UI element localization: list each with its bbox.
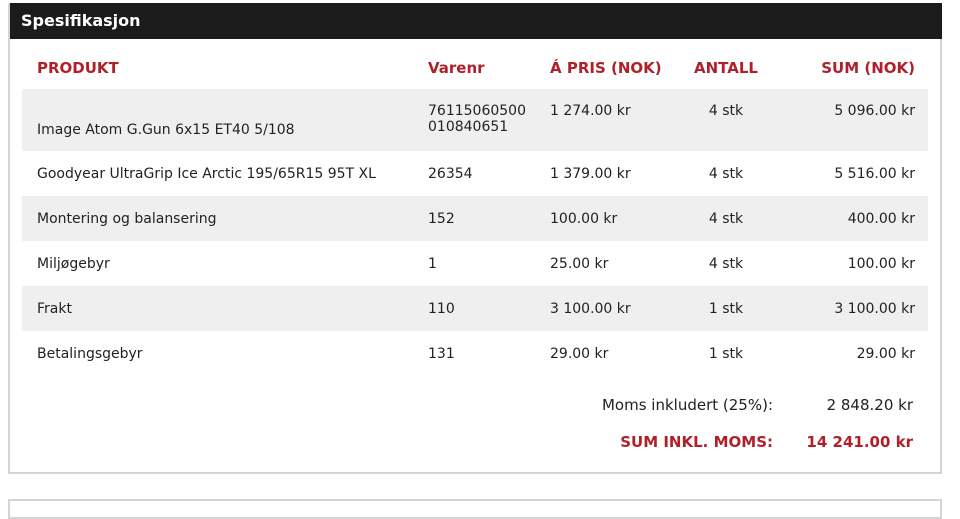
cell-varenr: 1 [428, 255, 437, 272]
table-row: Goodyear UltraGrip Ice Arctic 195/65R15 … [22, 151, 928, 196]
cell-price: 100.00 kr [550, 196, 676, 241]
table-row: Image Atom G.Gun 6x15 ET40 5/108 76115060… [22, 89, 928, 151]
next-panel [8, 499, 942, 519]
cell-varenr: 76115060500 010840651 [428, 89, 550, 151]
table-header: PRODUKT Varenr Á PRIS (NOK) ANTALL SUM (… [22, 47, 928, 89]
cell-qty: 4 stk [676, 196, 776, 241]
specification-panel: Spesifikasjon PRODUKT Varenr Á PRIS (NOK… [8, 3, 942, 474]
cell-product: Frakt [22, 286, 428, 331]
table-row: Miljøgebyr 1 25.00 kr 4 stk 100.00 kr [22, 241, 928, 286]
cell-product: Image Atom G.Gun 6x15 ET40 5/108 [22, 89, 428, 151]
vat-label: Moms inkludert (25%): [601, 396, 773, 414]
cell-qty: 4 stk [708, 165, 744, 182]
cell-product: Betalingsgebyr [37, 345, 143, 362]
cell-qty: 1 stk [676, 286, 776, 331]
col-product: PRODUKT [37, 59, 119, 77]
cell-price: 25.00 kr [550, 255, 609, 272]
cell-sum: 5 096.00 kr [776, 89, 928, 151]
cell-price: 3 100.00 kr [550, 286, 676, 331]
total-label: SUM INKL. MOMS: [620, 433, 773, 451]
cell-price: 1 379.00 kr [550, 165, 631, 182]
cell-price: 29.00 kr [550, 345, 609, 362]
cell-sum: 400.00 kr [776, 196, 928, 241]
specification-table: PRODUKT Varenr Á PRIS (NOK) ANTALL SUM (… [22, 47, 928, 376]
cell-sum: 29.00 kr [856, 345, 915, 362]
cell-sum: 3 100.00 kr [776, 286, 928, 331]
cell-price: 1 274.00 kr [550, 89, 676, 151]
vat-row: Moms inkludert (25%): 2 848.20 kr [573, 396, 913, 414]
table-row: Betalingsgebyr 131 29.00 kr 1 stk 29.00 kr [22, 331, 928, 376]
cell-sum: 100.00 kr [847, 255, 915, 272]
cell-qty: 4 stk [676, 89, 776, 151]
col-sum: SUM (NOK) [821, 59, 915, 77]
cell-varenr: 26354 [428, 165, 473, 182]
cell-sum: 5 516.00 kr [834, 165, 915, 182]
table-row: Frakt 110 3 100.00 kr 1 stk 3 100.00 kr [22, 286, 928, 331]
col-price: Á PRIS (NOK) [550, 59, 662, 77]
cell-varenr: 131 [428, 345, 455, 362]
cell-product: Goodyear UltraGrip Ice Arctic 195/65R15 … [37, 165, 376, 182]
cell-qty: 4 stk [708, 255, 744, 272]
cell-varenr: 110 [428, 286, 550, 331]
vat-value: 2 848.20 kr [826, 396, 913, 414]
cell-varenr: 152 [428, 196, 550, 241]
total-value: 14 241.00 kr [806, 433, 913, 451]
col-varenr: Varenr [428, 59, 485, 77]
cell-product: Montering og balansering [22, 196, 428, 241]
panel-title: Spesifikasjon [10, 3, 942, 39]
cell-product: Miljøgebyr [37, 255, 110, 272]
total-row: SUM INKL. MOMS: 14 241.00 kr [573, 433, 913, 451]
table-row: Montering og balansering 152 100.00 kr 4 st… [22, 196, 928, 241]
cell-qty: 1 stk [708, 345, 744, 362]
col-qty: ANTALL [694, 59, 758, 77]
